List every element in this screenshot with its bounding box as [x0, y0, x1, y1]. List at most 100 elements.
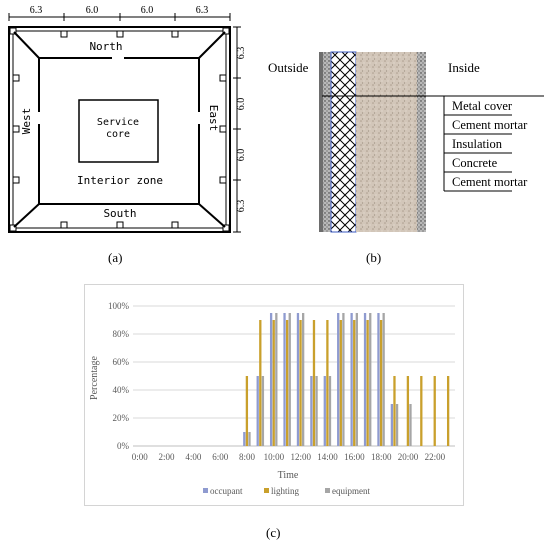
- cement-mortar-outer-layer: [323, 52, 331, 232]
- schedule-chart-svg: 0% 20% 40% 60% 80% 100% 0:00 2:00 4:00 6:00 8:00 1…: [89, 301, 455, 496]
- bar-equipment: [409, 404, 412, 446]
- legend-label-equipment: equipment: [332, 486, 370, 496]
- cement-mortar-inner-layer: [417, 52, 426, 232]
- bar-equipment: [315, 376, 318, 446]
- legend-label-occupant: occupant: [210, 486, 243, 496]
- bar-occupant: [337, 313, 340, 446]
- bar-lighting: [285, 320, 289, 446]
- x-axis-title: Time: [278, 470, 299, 481]
- bar-occupant: [350, 313, 353, 446]
- x-tick-label: 6:00: [212, 452, 229, 462]
- y-tick-label: 0%: [117, 441, 130, 451]
- chart-y-ticks: 0% 20% 40% 60% 80% 100%: [108, 301, 130, 451]
- legend-swatch-lighting: [264, 488, 269, 493]
- bar-equipment: [382, 313, 385, 446]
- y-axis-title: Percentage: [89, 356, 100, 400]
- layer-label-concrete: Concrete: [452, 156, 498, 170]
- outside-label: Outside: [268, 60, 309, 75]
- wall-section: Outside Inside Metal cover Cement mortar…: [268, 51, 544, 233]
- concrete-layer: [356, 52, 417, 232]
- bar-lighting: [446, 376, 450, 446]
- bar-equipment: [355, 313, 358, 446]
- bar-equipment: [328, 376, 332, 446]
- layer-label-metal-cover: Metal cover: [452, 99, 513, 113]
- interior-zone-label: Interior zone: [77, 174, 163, 187]
- bar-lighting: [326, 320, 329, 446]
- schedule-chart: 0% 20% 40% 60% 80% 100% 0:00 2:00 4:00 6:00 8:00 1…: [84, 284, 464, 506]
- bar-occupant: [363, 313, 367, 446]
- chart-gridlines: [133, 305, 455, 447]
- bar-lighting: [245, 376, 249, 446]
- dim-top-4: 6.3: [196, 5, 209, 16]
- top-dimension-line: [8, 13, 231, 21]
- service-core-label-1: Service: [97, 117, 139, 128]
- service-core-label-2: core: [106, 129, 130, 140]
- x-tick-label: 20:00: [398, 452, 419, 462]
- legend-swatch-occupant: [203, 488, 208, 493]
- zone-partitions: [13, 31, 226, 228]
- bar-occupant: [256, 376, 259, 446]
- layer-label-insulation: Insulation: [452, 137, 503, 151]
- south-zone-label: South: [103, 207, 136, 220]
- x-tick-label: 22:00: [425, 452, 446, 462]
- inside-label: Inside: [448, 60, 480, 75]
- dim-top-2: 6.0: [86, 5, 99, 16]
- north-zone-label: North: [89, 40, 122, 53]
- x-tick-label: 4:00: [185, 452, 202, 462]
- bar-lighting: [353, 320, 356, 446]
- bar-equipment: [342, 313, 345, 446]
- insulation-layer: [330, 51, 357, 233]
- dim-right-1: 6.3: [236, 47, 247, 60]
- bar-occupant: [269, 313, 273, 446]
- dim-right-2: 6.0: [236, 98, 247, 111]
- bar-occupant: [243, 432, 246, 446]
- x-tick-label: 12:00: [290, 452, 311, 462]
- bar-lighting: [433, 376, 436, 446]
- bar-lighting: [379, 320, 383, 446]
- bar-lighting: [366, 320, 369, 446]
- bar-equipment: [275, 313, 278, 446]
- x-tick-label: 14:00: [317, 452, 338, 462]
- layer-label-cement-mortar-2: Cement mortar: [452, 175, 528, 189]
- bar-lighting: [299, 320, 302, 446]
- outer-wall: [8, 26, 231, 233]
- caption-b: (b): [366, 250, 382, 265]
- bar-occupant: [390, 404, 394, 446]
- bar-occupant: [323, 376, 326, 446]
- metal-cover-layer: [319, 52, 323, 232]
- bar-lighting: [393, 376, 396, 446]
- x-tick-label: 16:00: [344, 452, 365, 462]
- caption-c: (c): [266, 525, 281, 540]
- x-tick-label: 2:00: [159, 452, 176, 462]
- west-zone-label: West: [20, 108, 33, 135]
- bar-lighting: [339, 320, 342, 446]
- service-core: [78, 99, 159, 163]
- chart-x-ticks: 0:00 2:00 4:00 6:00 8:00 10:00 12:00 14:00 16:00…: [132, 452, 446, 462]
- bar-occupant: [296, 313, 300, 446]
- bar-equipment: [248, 432, 251, 446]
- columns: [9, 27, 230, 232]
- bar-occupant: [377, 313, 380, 446]
- layer-leader-lines: [322, 95, 544, 192]
- bar-equipment: [288, 313, 291, 446]
- bar-lighting: [406, 376, 410, 446]
- dim-top-3: 6.0: [141, 5, 154, 16]
- bar-lighting: [420, 376, 423, 446]
- x-tick-label: 10:00: [264, 452, 285, 462]
- y-tick-label: 20%: [113, 413, 130, 423]
- legend-label-lighting: lighting: [271, 486, 300, 496]
- bar-occupant: [310, 376, 313, 446]
- bar-lighting: [312, 320, 316, 446]
- legend-swatch-equipment: [325, 488, 330, 493]
- dim-right-4: 6.3: [236, 200, 247, 213]
- dim-top-1: 6.3: [30, 5, 43, 16]
- bar-equipment: [395, 404, 399, 446]
- chart-bars: [243, 313, 450, 446]
- bar-lighting: [272, 320, 275, 446]
- x-tick-label: 18:00: [371, 452, 392, 462]
- bar-equipment: [369, 313, 372, 446]
- layer-label-cement-mortar-1: Cement mortar: [452, 118, 528, 132]
- y-tick-label: 100%: [108, 301, 130, 311]
- x-tick-label: 0:00: [132, 452, 149, 462]
- bar-equipment: [261, 376, 265, 446]
